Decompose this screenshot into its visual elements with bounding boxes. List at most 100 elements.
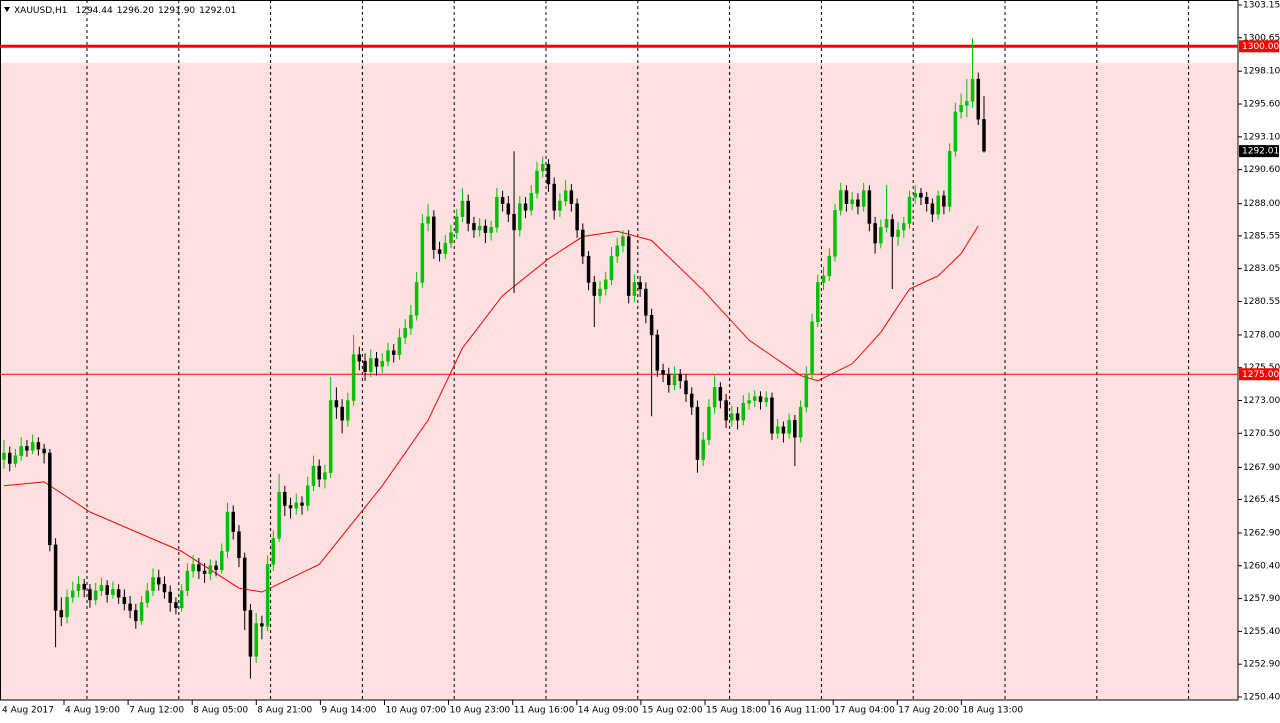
candle-body <box>506 203 511 215</box>
candle-body <box>764 397 768 403</box>
candle-body <box>128 603 132 611</box>
candle-body <box>512 213 516 231</box>
y-tick-label: 1280.55 <box>1243 297 1280 307</box>
candle-body <box>919 192 923 198</box>
candle-body <box>575 203 579 231</box>
candle-body <box>758 396 763 403</box>
candle-body <box>609 255 614 281</box>
candle-body <box>111 589 115 595</box>
y-tick-label: 1298.10 <box>1243 67 1280 77</box>
candle-body <box>615 245 619 257</box>
x-tick-label: 15 Aug 18:00 <box>706 706 767 716</box>
candle-body <box>271 537 276 565</box>
y-tick-label: 1273.00 <box>1243 396 1280 406</box>
x-tick-label: 17 Aug 04:00 <box>834 706 895 716</box>
y-tick-label: 1295.60 <box>1243 100 1280 110</box>
candle-body <box>787 419 791 434</box>
candle-body <box>225 511 230 552</box>
x-tick-label: 8 Aug 05:00 <box>193 706 248 716</box>
level-box <box>1239 368 1279 381</box>
y-tick-label: 1278.00 <box>1243 330 1280 340</box>
candle-body <box>13 455 18 464</box>
y-tick-label: 1252.90 <box>1243 660 1280 670</box>
candle-body <box>254 623 258 657</box>
ohlc-value: 1294.44 <box>76 6 113 16</box>
y-tick-label: 1267.90 <box>1243 463 1280 473</box>
candle-body <box>569 190 574 204</box>
candle-body <box>942 195 946 207</box>
x-tick-label: 14 Aug 09:00 <box>578 706 639 716</box>
candle-body <box>844 190 849 204</box>
candle-body <box>649 314 654 336</box>
candle-body <box>689 393 694 408</box>
candle-body <box>294 502 299 509</box>
candle-body <box>82 583 86 590</box>
candle-body <box>563 190 568 202</box>
candle-body <box>202 570 207 574</box>
ohlc-value: 1292.01 <box>199 6 236 16</box>
y-tick-label: 1250.40 <box>1243 692 1280 702</box>
candle-body <box>7 452 12 464</box>
candle-body <box>363 360 367 372</box>
x-tick-label: 10 Aug 23:00 <box>450 706 511 716</box>
candle-body <box>838 190 843 211</box>
x-tick-label: 4 Aug 2017 <box>2 706 54 716</box>
candle-body <box>197 564 201 572</box>
candle-body <box>191 564 195 572</box>
candle-body <box>712 387 717 408</box>
candle-body <box>661 370 665 375</box>
candle-body <box>156 577 161 585</box>
candle-body <box>391 350 396 355</box>
candle-body <box>403 328 407 338</box>
candle-body <box>323 472 327 480</box>
x-tick-label: 15 Aug 02:00 <box>642 706 703 716</box>
candle-body <box>965 101 969 106</box>
candle-body <box>873 223 877 244</box>
y-tick-label: 1290.60 <box>1243 165 1280 175</box>
candle-body <box>540 164 545 172</box>
y-tick-label: 1270.50 <box>1243 429 1280 439</box>
candle-body <box>959 105 963 113</box>
candle-body <box>724 400 728 421</box>
candle-body <box>581 229 585 257</box>
candle-body <box>552 183 556 211</box>
candle-body <box>953 111 958 152</box>
candle-body <box>432 216 436 250</box>
y-tick-label: 1255.40 <box>1243 627 1280 637</box>
candle-body <box>116 589 121 598</box>
candle-body <box>770 397 774 434</box>
candle-body <box>260 623 264 627</box>
candle-body <box>730 413 734 421</box>
candle-body <box>346 400 350 421</box>
candle-body <box>592 282 597 296</box>
candle-body <box>741 402 746 421</box>
candle-body <box>913 192 917 198</box>
candle-body <box>535 170 539 194</box>
candle-body <box>816 282 820 323</box>
candle-body <box>495 196 499 228</box>
x-tick-label: 17 Aug 20:00 <box>898 706 959 716</box>
candle-body <box>185 570 190 591</box>
candle-body <box>947 151 952 207</box>
candle-body <box>220 551 224 570</box>
y-tick-label: 1300.65 <box>1243 33 1280 43</box>
candle-body <box>25 446 29 451</box>
candle-body <box>850 199 854 204</box>
candle-body <box>36 442 41 450</box>
candle-body <box>976 78 981 120</box>
bid-label: 1292.01 <box>1242 147 1279 157</box>
candle-body <box>833 210 837 257</box>
candle-body <box>586 255 591 283</box>
candle-body <box>288 505 293 509</box>
candle-body <box>672 374 677 386</box>
candle-body <box>735 413 740 421</box>
candle-body <box>248 610 253 657</box>
candle-body <box>437 249 442 254</box>
candle-body <box>42 448 46 454</box>
x-tick-label: 7 Aug 12:00 <box>129 706 184 716</box>
candle-body <box>896 229 900 237</box>
ohlc-value: 1296.20 <box>117 6 154 16</box>
candle-body <box>420 223 425 283</box>
candle-body <box>604 279 608 290</box>
y-tick-label: 1283.05 <box>1243 264 1280 274</box>
